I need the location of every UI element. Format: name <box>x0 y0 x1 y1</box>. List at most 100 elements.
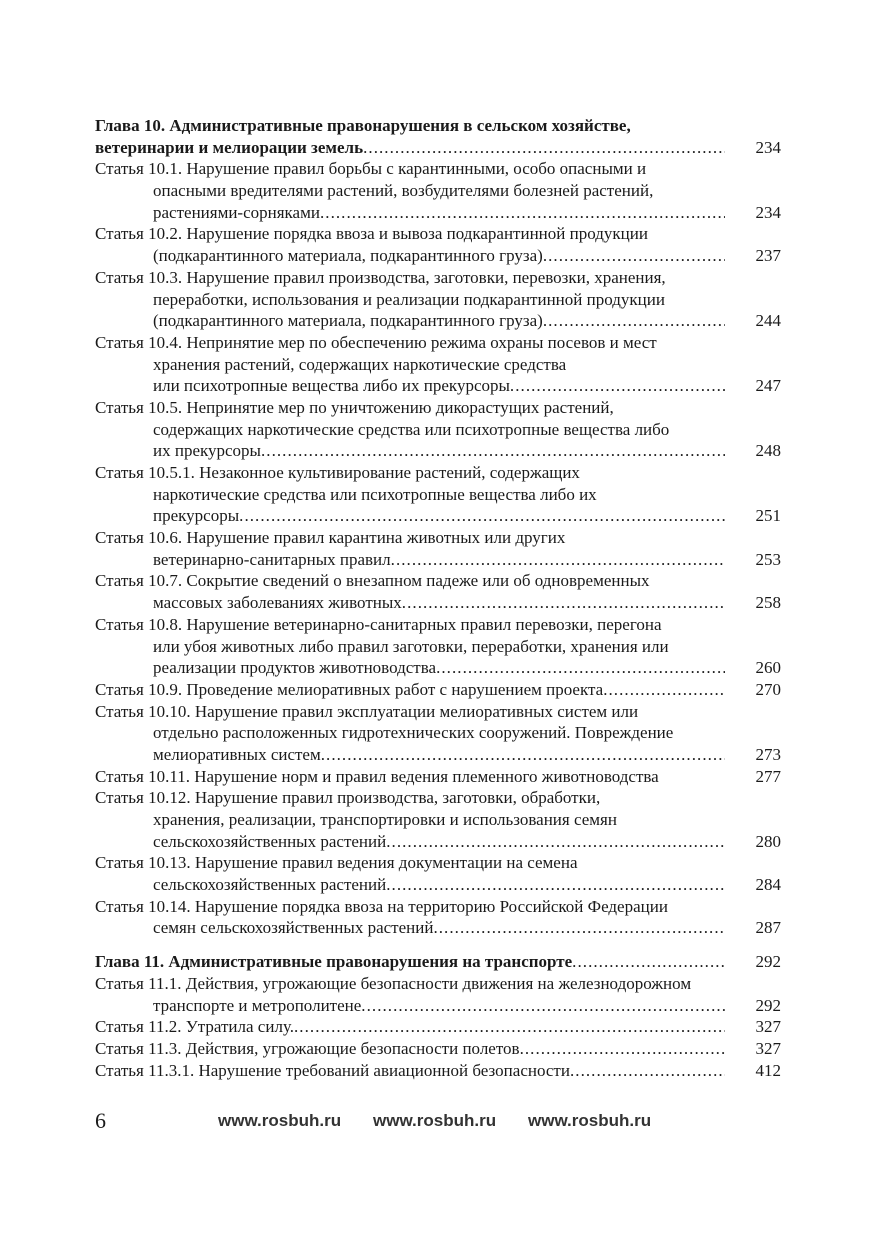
toc-line: Статья 10.12. Нарушение правил производс… <box>95 787 781 809</box>
toc-title-text: Статья 10.7. Сокрытие сведений о внезапн… <box>95 571 650 591</box>
toc-line: Статья 10.11. Нарушение норм и правил ве… <box>95 766 781 788</box>
toc-article[interactable]: Статья 10.5. Непринятие мер по уничтожен… <box>95 397 781 462</box>
toc-article[interactable]: Статья 10.4. Непринятие мер по обеспечен… <box>95 332 781 397</box>
toc-title-text: (подкарантинного материала, подкарантинн… <box>153 246 543 266</box>
dot-leader <box>386 874 725 896</box>
dot-leader <box>543 245 725 267</box>
dot-leader <box>433 917 725 939</box>
toc-line: (подкарантинного материала, подкарантинн… <box>95 310 781 332</box>
toc-article[interactable]: Статья 10.13. Нарушение правил ведения д… <box>95 852 781 895</box>
toc-article[interactable]: Статья 10.8. Нарушение ветеринарно-санит… <box>95 614 781 679</box>
toc-page-number: 292 <box>755 952 782 972</box>
toc-line: содержащих наркотические средства или пс… <box>95 419 781 441</box>
toc-line: Статья 10.5.1. Незаконное культивировани… <box>95 462 781 484</box>
toc-chapter[interactable]: Глава 10. Административные правонарушени… <box>95 115 781 158</box>
footer-url[interactable]: www.rosbuh.ru <box>373 1111 497 1130</box>
toc-article[interactable]: Статья 10.10. Нарушение правил эксплуата… <box>95 701 781 766</box>
toc-line: Статья 10.8. Нарушение ветеринарно-санит… <box>95 614 781 636</box>
toc-line: переработки, использования и реализации … <box>95 289 781 311</box>
toc-title-text: Статья 11.1. Действия, угрожающие безопа… <box>95 973 692 993</box>
toc-title-text: наркотические средства или психотропные … <box>153 484 597 504</box>
toc-line: транспорте и метрополитене 292 <box>95 995 781 1017</box>
toc-article[interactable]: Статья 10.5.1. Незаконное культивировани… <box>95 462 781 527</box>
toc-line: мелиоративных систем 273 <box>95 744 781 766</box>
toc-page-number: 251 <box>755 506 782 526</box>
toc-article[interactable]: Статья 10.9. Проведение мелиоративных ра… <box>95 679 781 701</box>
toc-article[interactable]: Статья 11.2. Утратила силу. 327 <box>95 1016 781 1038</box>
toc-line: отдельно расположенных гидротехнических … <box>95 722 781 744</box>
toc-title-text: сельскохозяйственных растений <box>153 831 387 851</box>
toc-title-text: Статья 10.10. Нарушение правил эксплуата… <box>95 701 639 721</box>
toc-title-text: хранения растений, содержащих наркотичес… <box>153 354 567 374</box>
dot-leader <box>320 202 725 224</box>
toc-title-text: Глава 11. Административные правонарушени… <box>95 952 573 972</box>
toc-page-number: 292 <box>755 995 782 1015</box>
toc-title-text: Статья 10.14. Нарушение порядка ввоза на… <box>95 896 668 916</box>
toc-page-number: 277 <box>755 766 782 786</box>
dot-leader <box>572 951 725 973</box>
toc-title-text: отдельно расположенных гидротехнических … <box>153 723 674 743</box>
toc-page-number: 244 <box>755 311 782 331</box>
toc-line: Статья 10.7. Сокрытие сведений о внезапн… <box>95 570 781 592</box>
toc-line: Статья 11.3. Действия, угрожающие безопа… <box>95 1038 781 1060</box>
toc-article[interactable]: Статья 10.12. Нарушение правил производс… <box>95 787 781 852</box>
dot-leader <box>294 1016 725 1038</box>
toc-article[interactable]: Статья 10.7. Сокрытие сведений о внезапн… <box>95 570 781 613</box>
toc-article[interactable]: Статья 10.2. Нарушение порядка ввоза и в… <box>95 223 781 266</box>
page-number: 6 <box>95 1108 106 1133</box>
toc-line: семян сельскохозяйственных растений 287 <box>95 917 781 939</box>
toc-title-text: Статья 10.5. Непринятие мер по уничтожен… <box>95 397 614 417</box>
table-of-contents: Глава 10. Административные правонарушени… <box>95 115 781 1081</box>
toc-article[interactable]: Статья 10.14. Нарушение порядка ввоза на… <box>95 896 781 939</box>
dot-leader <box>570 1060 725 1082</box>
toc-line: хранения, реализации, транспортировки и … <box>95 809 781 831</box>
dot-leader <box>391 549 725 571</box>
toc-line: прекурсоры 251 <box>95 505 781 527</box>
toc-article[interactable]: Статья 11.1. Действия, угрожающие безопа… <box>95 973 781 1016</box>
toc-title-text: транспорте и метрополитене <box>153 995 362 1015</box>
toc-title-text: ветеринарно-санитарных правил <box>153 549 391 569</box>
toc-title-text: прекурсоры <box>153 506 240 526</box>
dot-leader <box>363 137 725 159</box>
toc-title-text: хранения, реализации, транспортировки и … <box>153 810 617 829</box>
toc-line: наркотические средства или психотропные … <box>95 484 781 506</box>
toc-page-number: 287 <box>755 918 782 938</box>
toc-page-number: 258 <box>755 593 782 613</box>
dot-leader <box>543 310 725 332</box>
toc-title-text: содержащих наркотические средства или пс… <box>153 419 670 439</box>
dot-leader <box>510 375 725 397</box>
toc-chapter[interactable]: Глава 11. Административные правонарушени… <box>95 951 781 973</box>
toc-article[interactable]: Статья 11.3.1. Нарушение требований авиа… <box>95 1060 781 1082</box>
toc-line: Статья 10.4. Непринятие мер по обеспечен… <box>95 332 781 354</box>
toc-line: растениями-сорняками 234 <box>95 202 781 224</box>
toc-line: Статья 10.14. Нарушение порядка ввоза на… <box>95 896 781 918</box>
toc-article[interactable]: Статья 11.3. Действия, угрожающие безопа… <box>95 1038 781 1060</box>
toc-page-number: 273 <box>755 744 782 764</box>
toc-article[interactable]: Статья 10.11. Нарушение норм и правил ве… <box>95 766 781 788</box>
toc-title-text: или убоя животных либо правил заготовки,… <box>153 636 669 656</box>
toc-page-number: 284 <box>755 875 782 895</box>
toc-page-number: 270 <box>755 679 782 699</box>
toc-title-text: Статья 10.6. Нарушение правил карантина … <box>95 528 566 548</box>
toc-title-text: мелиоративных систем <box>153 744 321 764</box>
dot-leader <box>261 440 725 462</box>
toc-line: Глава 11. Административные правонарушени… <box>95 951 781 973</box>
toc-title-text: Статья 10.2. Нарушение порядка ввоза и в… <box>95 224 648 244</box>
toc-title-text: реализации продуктов животноводства <box>153 658 437 678</box>
toc-page-number: 412 <box>755 1060 782 1080</box>
toc-page-number: 247 <box>755 376 782 396</box>
toc-title-text: Статья 11.3.1. Нарушение требований авиа… <box>95 1060 570 1080</box>
toc-page-number: 280 <box>755 831 782 851</box>
toc-line: их прекурсоры 248 <box>95 440 781 462</box>
toc-article[interactable]: Статья 10.3. Нарушение правил производст… <box>95 267 781 332</box>
toc-title-text: Статья 11.3. Действия, угрожающие безопа… <box>95 1038 520 1058</box>
toc-page-number: 234 <box>755 202 782 222</box>
toc-article[interactable]: Статья 10.1. Нарушение правил борьбы с к… <box>95 158 781 223</box>
footer-url[interactable]: www.rosbuh.ru <box>528 1111 652 1130</box>
toc-line: (подкарантинного материала, подкарантинн… <box>95 245 781 267</box>
toc-title-text: Статья 10.11. Нарушение норм и правил ве… <box>95 766 659 786</box>
footer-url[interactable]: www.rosbuh.ru <box>218 1111 342 1130</box>
toc-line: Статья 11.2. Утратила силу. 327 <box>95 1016 781 1038</box>
toc-article[interactable]: Статья 10.6. Нарушение правил карантина … <box>95 527 781 570</box>
toc-line: Статья 10.10. Нарушение правил эксплуата… <box>95 701 781 723</box>
